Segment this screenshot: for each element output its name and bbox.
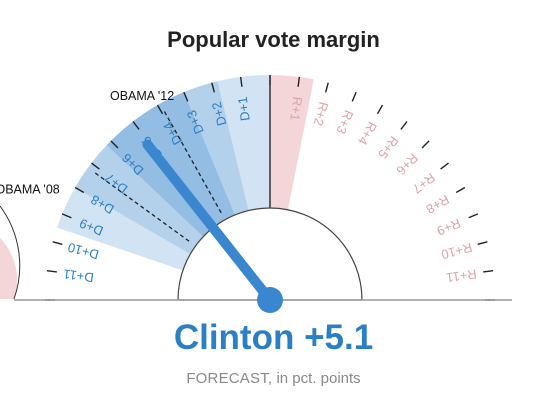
tick-mark (61, 213, 72, 219)
tick-mark (91, 162, 100, 170)
tick-mark (211, 82, 216, 93)
tick-mark (483, 269, 494, 273)
reference-line-label: OBAMA '08 (0, 183, 60, 197)
tick-mark (324, 82, 329, 93)
tick-mark (351, 91, 357, 102)
tick-mark (376, 104, 384, 115)
forecast-caps: FORECAST, (186, 370, 273, 387)
chart-title: Popular vote margin (167, 27, 380, 52)
needle-hub (257, 287, 283, 313)
tick-mark (183, 91, 189, 102)
needle-shaft (142, 139, 275, 305)
tick-mark (46, 269, 57, 273)
tick-label-dem: D+2 (209, 100, 230, 127)
forecast-subtitle: FORECAST, in pct. points (0, 370, 547, 387)
tick-mark (156, 104, 164, 115)
forecast-result: Clinton +5.1 (173, 318, 374, 357)
tick-label-rep: R+3 (333, 108, 356, 136)
tick-mark (239, 76, 243, 87)
reference-line-label: OBAMA '12 (110, 89, 174, 103)
tick-mark (400, 121, 408, 130)
tick-mark (110, 140, 119, 149)
reference-line (92, 170, 190, 242)
tick-mark (74, 186, 85, 194)
reference-lines: OBAMA '12 OBAMA '08 (0, 89, 222, 242)
reference-line (162, 108, 222, 214)
tick-label-rep: R+8 (423, 192, 451, 217)
tick-label-rep: R+6 (393, 150, 421, 178)
tick-mark (52, 241, 63, 246)
tick-label-rep: R+9 (435, 216, 463, 239)
tick-label-dem: D+10 (66, 240, 100, 263)
tick-label-dem: D+1 (235, 96, 253, 122)
tick-label-dem: D+11 (62, 266, 94, 285)
forecast-unit: in pct. points (272, 370, 361, 387)
tick-label-rep: R+2 (311, 100, 332, 127)
tick-label-rep: R+7 (410, 170, 438, 197)
adjacent-gauge-outline (0, 205, 21, 300)
tick-label-rep: R+4 (355, 119, 380, 147)
tick-label-rep: R+11 (445, 266, 477, 285)
tick-label-rep: R+1 (287, 96, 305, 122)
tick-mark (132, 121, 140, 130)
forecast-needle (142, 139, 283, 313)
tick-mark (468, 213, 479, 219)
tick-mark (297, 76, 301, 87)
tick-mark (440, 162, 449, 170)
tick-label-rep: R+10 (440, 240, 474, 263)
tick-mark (421, 140, 430, 149)
inner-hub (177, 207, 363, 301)
band-rep (270, 75, 314, 210)
tick-mark (455, 186, 466, 194)
tick-label-rep: R+5 (375, 133, 402, 161)
adjacent-gauge-edge (0, 238, 18, 299)
tick-mark (477, 241, 488, 246)
